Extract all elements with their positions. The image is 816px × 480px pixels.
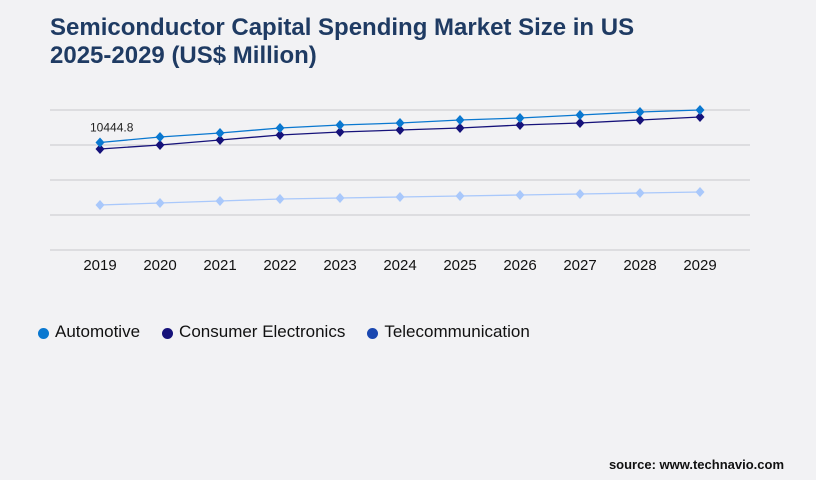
chart-title-line-2: 2025-2029 (US$ Million): [50, 42, 317, 69]
data-point: [695, 112, 705, 122]
x-tick-label: 2029: [683, 257, 716, 274]
data-point: [155, 140, 165, 150]
data-point: [335, 126, 345, 137]
data-point: [95, 137, 105, 148]
x-tick-label: 2024: [383, 257, 416, 274]
chart-title-line-1: Semiconductor Capital Spending Market Si…: [50, 14, 635, 41]
data-point: [575, 189, 585, 199]
legend-marker: [162, 328, 174, 339]
legend-label: Automotive: [55, 322, 141, 341]
data-point: [155, 197, 165, 208]
x-tick-label: 2025: [443, 257, 476, 274]
x-tick-label: 2027: [563, 257, 596, 274]
data-point: [335, 193, 345, 204]
data-point: [455, 123, 465, 134]
data-point: [215, 127, 225, 138]
data-point: [275, 123, 285, 134]
data-point: [635, 106, 645, 117]
data-point: [215, 134, 225, 145]
data-point: [395, 125, 405, 136]
legend-marker: [38, 328, 49, 339]
data-point: [515, 112, 525, 123]
data-point: [95, 144, 105, 155]
data-point: [275, 130, 285, 141]
data-point: [395, 191, 405, 202]
data-point: [515, 189, 525, 200]
legend-label: Consumer Electronics: [179, 322, 346, 341]
legend-item-automotive[interactable]: Automotive: [38, 322, 140, 342]
data-label: 10444.8: [90, 120, 134, 134]
data-point: [455, 114, 465, 125]
x-tick-label: 2021: [203, 257, 236, 274]
data-point: [575, 110, 585, 121]
x-tick-label: 2020: [143, 257, 176, 274]
chart-title: Semiconductor Capital Spending Market Si…: [50, 14, 634, 70]
legend-item-consumer-electronics[interactable]: Consumer Electronics: [162, 322, 345, 342]
x-tick-label: 2019: [83, 257, 116, 274]
data-point: [635, 188, 645, 199]
legend-marker: [367, 328, 379, 339]
data-point: [155, 132, 165, 143]
x-tick-label: 2022: [263, 257, 296, 274]
x-tick-label: 2026: [503, 257, 536, 274]
data-point: [695, 105, 705, 115]
data-point: [635, 114, 645, 125]
data-point: [695, 187, 705, 198]
legend-label: Telecommunication: [384, 322, 530, 341]
data-point: [95, 200, 105, 211]
source-text: source: www.technavio.com: [608, 457, 784, 472]
data-point: [275, 194, 285, 205]
legend-item-telecommunication[interactable]: Telecommunication: [367, 322, 530, 342]
data-point: [215, 196, 225, 206]
data-point: [395, 118, 405, 129]
data-point: [455, 190, 465, 201]
data-point: [575, 118, 585, 129]
x-tick-label: 2028: [623, 257, 656, 274]
legend: Automotive Consumer Electronics Telecomm…: [38, 322, 530, 342]
x-tick-label: 2023: [323, 257, 356, 274]
data-point: [335, 119, 345, 130]
data-point: [515, 119, 525, 130]
